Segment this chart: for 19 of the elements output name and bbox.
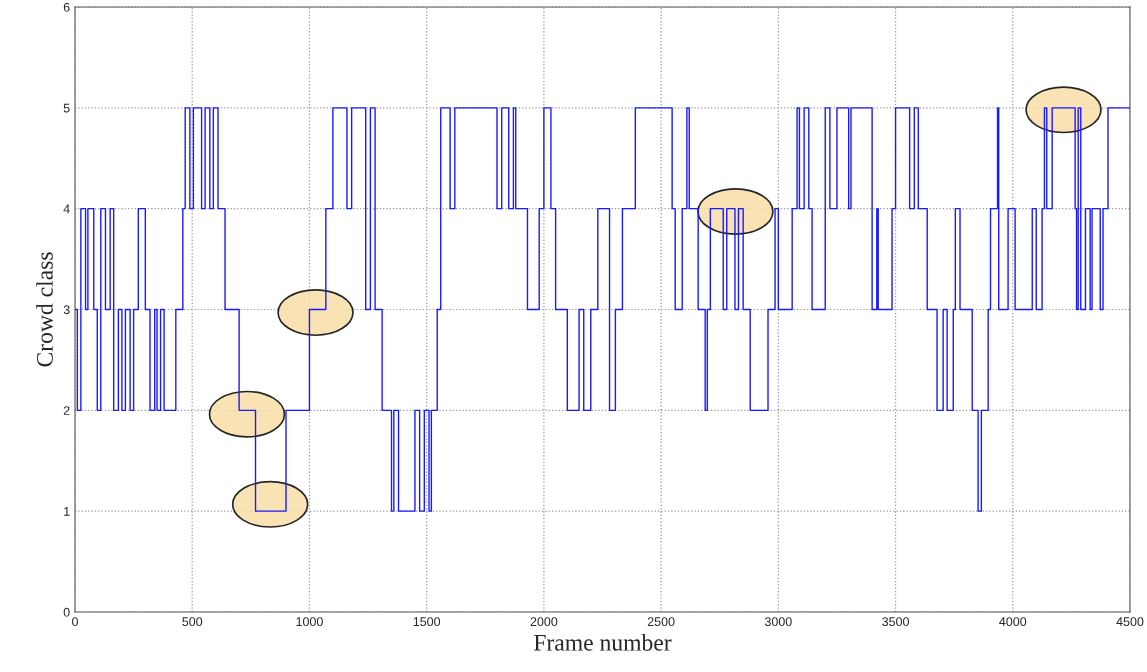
x-tick-label: 1000 — [296, 617, 323, 627]
x-tick-label: 2000 — [530, 617, 558, 627]
x-tick-label: 0 — [72, 617, 78, 627]
x-tick-label: 3000 — [764, 617, 792, 627]
y-tick-label: 4 — [63, 204, 70, 214]
x-tick-label: 3500 — [882, 617, 909, 627]
y-axis-title: Crowd class — [36, 252, 53, 367]
y-tick-label: 0 — [63, 607, 70, 617]
y-tick-label: 5 — [63, 103, 70, 113]
x-tick-label: 1500 — [413, 617, 441, 627]
x-tick-label: 4500 — [1116, 617, 1144, 627]
y-tick-label: 3 — [63, 305, 70, 315]
x-axis-title: Frame number — [534, 634, 672, 651]
x-tick-label: 2500 — [647, 617, 675, 627]
y-tick-label: 1 — [64, 507, 70, 516]
x-tick-label: 500 — [182, 617, 203, 627]
x-tick-label: 4000 — [999, 617, 1027, 627]
y-tick-label: 2 — [63, 406, 70, 415]
y-tick-label: 6 — [63, 2, 70, 12]
